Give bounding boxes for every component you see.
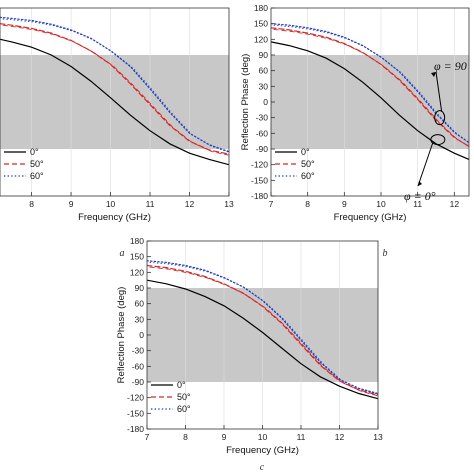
panel-a: 8 9 10 11 12 13 Frequency (GHz) 0° 50° 60° a [0,7,234,259]
x-tick-label: 9 [222,432,227,442]
y-tick-label: -120 [251,160,268,170]
x-tick-label: 7 [269,199,274,209]
legend-label-2: 60° [30,171,44,181]
y-tick-label: -150 [127,408,144,418]
legend-label-1: 50° [177,392,191,402]
x-tick-label: 9 [342,199,347,209]
y-tick-label: 0 [263,97,268,107]
legend-label-2: 60° [177,404,191,414]
y-tick-label: 90 [259,50,269,60]
x-tick-label: 10 [376,199,386,209]
arrowhead-90 [431,72,436,77]
series-line-2-trace2 [149,261,378,395]
series-line-0 [0,38,229,166]
series-line-2-trace2 [2,18,229,153]
y-tick-label: -90 [132,377,145,387]
series-line-2 [147,260,378,395]
arrowhead-0 [418,181,422,186]
legend-label-2: 60° [301,171,315,181]
panel-label: a [120,248,125,259]
x-tick-label: 10 [258,432,268,442]
series-group [147,260,378,400]
y-axis-title: Reflection Phase (deg) [116,287,127,384]
y-tick-label: -120 [127,393,144,403]
y-tick-label: 120 [130,267,144,277]
legend-label-0: 0° [30,147,39,157]
series-line-2 [0,16,229,153]
legend-label-1: 50° [30,159,44,169]
legend-label-1: 50° [301,159,315,169]
series-line-1 [271,27,469,147]
annotations: φ = 90 φ = 0° [404,59,467,203]
x-tick-label: 12 [335,432,345,442]
series-line-2 [271,23,469,144]
y-tick-label: 90 [135,283,145,293]
x-tick-label: 8 [305,199,310,209]
ellipse-marker-90 [434,110,446,126]
x-tick-label: 11 [146,199,155,209]
x-tick-label: 10 [106,199,116,209]
x-tick-label: 12 [450,199,460,209]
x-tick-label: 7 [145,432,150,442]
y-axis-title: Reflection Phase (deg) [240,54,251,151]
y-tick-label: 30 [259,81,269,91]
y-tick-label: -150 [251,175,268,185]
y-tick-label: -60 [256,128,269,138]
x-tick-label: 12 [185,199,195,209]
x-axis-title: Frequency (GHz) [78,212,151,223]
plot-frame [0,7,230,197]
y-tick-label: 0 [139,330,144,340]
x-tick-label: 9 [69,199,74,209]
series-line-1-trace2 [149,266,378,397]
panel-label: b [383,248,388,259]
ellipse-marker-0 [430,134,446,146]
legend-label-0: 0° [177,380,186,390]
y-tick-label: 150 [254,19,268,29]
y-tick-label: -180 [127,424,144,434]
y-tick-label: -30 [256,113,269,123]
series-line-2-trace2 [273,24,469,144]
y-tick-label: 150 [130,252,144,262]
x-axis-title: Frequency (GHz) [226,445,299,456]
x-tick-label: 13 [373,432,383,442]
x-tick-label: 8 [29,199,34,209]
series-line-0 [147,279,378,400]
annotation-phi-90: φ = 90 [434,59,467,73]
y-tick-label: 30 [135,314,145,324]
arrow-90 [435,71,443,112]
x-tick-label: 11 [413,199,422,209]
y-tick-label: 120 [254,34,268,44]
arrow-0 [417,142,434,187]
y-tick-label: 180 [130,236,144,246]
series-group [0,16,229,166]
y-tick-label: -90 [256,144,269,154]
shaded-band [271,55,469,149]
y-tick-label: 60 [135,299,145,309]
series-line-0 [271,41,469,160]
y-tick-label: -30 [132,346,145,356]
x-axis-title: Frequency (GHz) [334,212,407,223]
x-tick-label: 11 [297,432,306,442]
y-tick-label: -60 [132,361,145,371]
panel-c: 7 8 9 10 11 12 13 180 150 120 90 60 30 0 -30 -60 -90 -120… [116,236,383,473]
y-tick-label: 180 [254,3,268,13]
legend-label-0: 0° [301,147,310,157]
y-tick-label: -180 [251,191,268,201]
annotation-phi-0: φ = 0° [404,189,436,203]
x-tick-label: 13 [224,199,234,209]
y-tick-label: 60 [259,66,269,76]
panel-label: c [260,462,265,473]
x-tick-label: 8 [183,432,188,442]
panel-b: 7 8 9 10 11 12 180 150 120 90 60 30 0 -30 -60 -90 -120 -1… [240,3,470,259]
